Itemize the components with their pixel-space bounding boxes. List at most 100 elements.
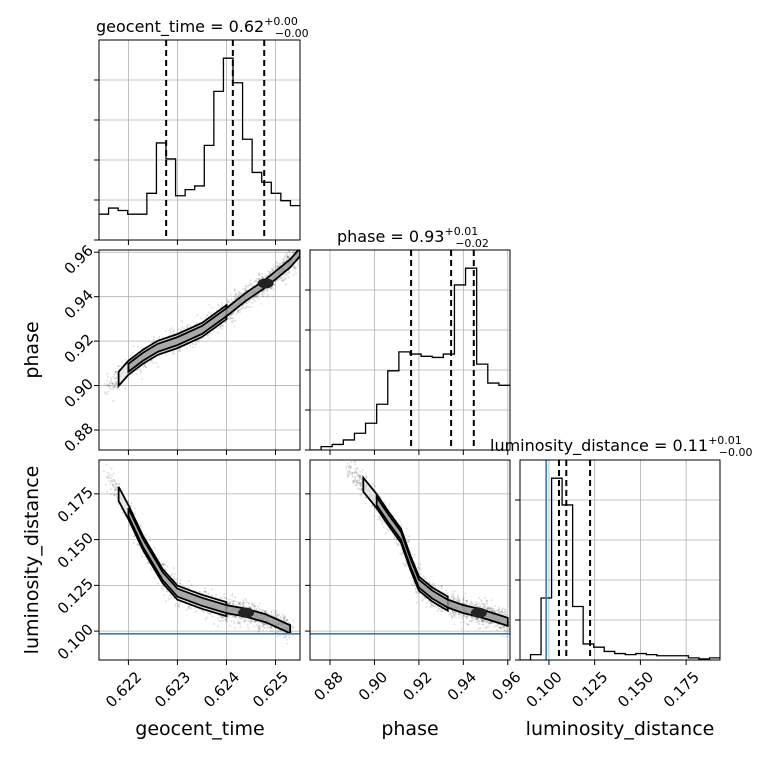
sample-point [240, 604, 243, 607]
sample-point [230, 313, 233, 316]
sample-point [495, 610, 498, 613]
sample-point [504, 613, 507, 616]
sample-point [269, 629, 272, 632]
sample-point [260, 292, 263, 295]
sample-point [223, 596, 226, 599]
sample-point [114, 371, 117, 374]
sample-point [487, 622, 490, 625]
sample-point [241, 599, 244, 602]
sample-point [457, 599, 460, 602]
sample-point [438, 607, 441, 610]
sample-point [113, 486, 116, 489]
sample-point [185, 609, 188, 612]
sample-point [439, 609, 442, 612]
sample-point [207, 592, 210, 595]
sample-point [399, 552, 402, 555]
sample-point [231, 313, 234, 316]
sample-point [207, 612, 210, 615]
sample-point [451, 595, 454, 598]
sample-point [376, 518, 379, 521]
sample-point [278, 613, 281, 616]
sample-point [170, 597, 173, 600]
sample-point [373, 506, 376, 509]
title-phase-main: phase = 0.93 [337, 227, 444, 246]
sample-point [111, 382, 114, 385]
grid-x [128, 250, 276, 450]
sample-point [282, 616, 285, 619]
sample-point [437, 607, 440, 610]
sample-point [188, 607, 191, 610]
title-phase-sup: +0.01 [444, 225, 478, 238]
sample-point [188, 324, 191, 327]
sample-point [270, 625, 273, 628]
sample-point [205, 314, 208, 317]
sample-point [432, 603, 435, 606]
sample-point [346, 471, 349, 474]
sample-point [264, 275, 267, 278]
ytick-label-phase-1: 0.90 [61, 375, 97, 411]
sample-point [355, 481, 358, 484]
sample-point [261, 293, 264, 296]
sample-point [257, 629, 260, 632]
sample-point [270, 267, 273, 270]
sample-point [488, 609, 491, 612]
sample-point [460, 627, 463, 630]
sample-point [172, 578, 175, 581]
sample-point [425, 578, 428, 581]
sample-point [238, 603, 241, 606]
sample-point [355, 471, 358, 474]
sample-point [399, 520, 402, 523]
sample-point [104, 391, 107, 394]
sample-point [504, 609, 507, 612]
sample-point [505, 613, 508, 616]
sample-point [173, 350, 176, 353]
sample-point [232, 311, 235, 314]
sample-point [237, 308, 240, 311]
sample-point [106, 373, 109, 376]
sample-point [501, 610, 504, 613]
sample-point [283, 254, 286, 257]
sample-point [301, 248, 303, 250]
sample-point [275, 614, 278, 617]
sample-point [347, 475, 350, 478]
sample-point [106, 471, 109, 474]
sample-point [244, 287, 247, 290]
sample-point [400, 553, 403, 556]
sample-point [245, 617, 248, 620]
ytick-label-phase-4: 0.96 [61, 242, 97, 278]
sample-point [262, 626, 265, 629]
sample-point [112, 385, 115, 388]
sample-point [166, 565, 169, 568]
sample-point [187, 579, 190, 582]
sample-point [217, 326, 220, 329]
sample-point [410, 577, 413, 580]
sample-point [450, 615, 453, 618]
sample-point [234, 297, 237, 300]
sample-point [109, 381, 112, 384]
sample-point [483, 605, 486, 608]
sample-point [388, 503, 391, 506]
sample-point [283, 614, 286, 617]
sample-point [491, 621, 494, 624]
sample-point [497, 608, 500, 611]
sample-point [235, 296, 238, 299]
sample-point [268, 272, 271, 275]
sample-point [440, 610, 443, 613]
sample-point [436, 605, 439, 608]
sample-point [194, 344, 197, 347]
sample-point [393, 537, 396, 540]
sample-point [257, 624, 260, 627]
sample-point [282, 261, 285, 264]
sample-point [492, 621, 495, 624]
sample-point [361, 492, 364, 495]
sample-point [425, 605, 428, 608]
sample-point [202, 336, 205, 339]
sample-point [147, 561, 150, 564]
sample-point [430, 605, 433, 608]
sample-point [235, 604, 238, 607]
sample-point [254, 295, 257, 298]
sample-point [463, 614, 466, 617]
sample-point [263, 610, 266, 613]
sample-point [356, 467, 359, 470]
sample-point [280, 276, 283, 279]
